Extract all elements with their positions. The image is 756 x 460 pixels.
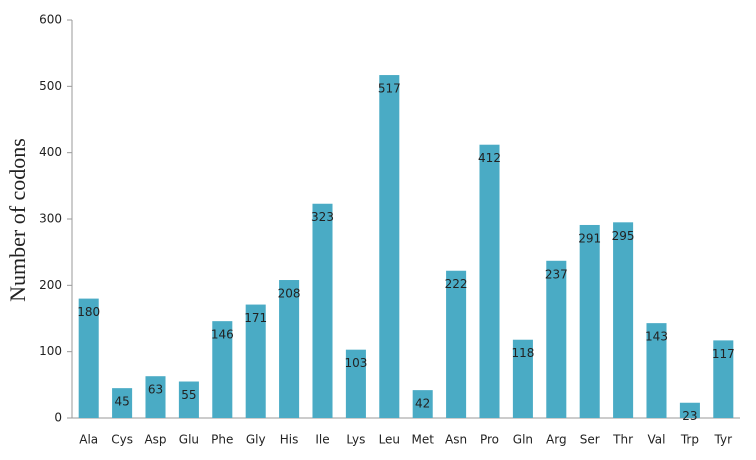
bar bbox=[145, 376, 166, 418]
bar bbox=[679, 402, 700, 418]
bar bbox=[178, 381, 199, 418]
data-label: 222 bbox=[445, 277, 468, 291]
data-label: 63 bbox=[148, 383, 163, 397]
data-label: 208 bbox=[278, 287, 301, 301]
bar bbox=[713, 340, 734, 418]
bar bbox=[112, 388, 133, 418]
data-label: 118 bbox=[511, 346, 534, 360]
x-tick-label: Asp bbox=[144, 433, 166, 447]
bar bbox=[379, 75, 400, 418]
bar bbox=[412, 390, 433, 418]
x-tick-label: Pro bbox=[480, 433, 499, 447]
data-label: 143 bbox=[645, 330, 668, 344]
bar bbox=[646, 323, 667, 418]
data-label: 517 bbox=[378, 82, 401, 96]
x-tick-label: Trp bbox=[680, 433, 699, 447]
bar bbox=[312, 203, 333, 418]
x-tick-label: Cys bbox=[111, 433, 133, 447]
data-label: 23 bbox=[682, 409, 697, 423]
y-tick-label: 400 bbox=[39, 145, 62, 159]
x-tick-label: Ile bbox=[315, 433, 329, 447]
y-tick-label: 0 bbox=[54, 411, 62, 425]
y-tick-label: 500 bbox=[39, 79, 62, 93]
data-label: 180 bbox=[77, 305, 100, 319]
x-tick-label: Lys bbox=[346, 433, 365, 447]
bar bbox=[446, 270, 467, 418]
x-tick-label: Met bbox=[411, 433, 434, 447]
bar bbox=[613, 222, 634, 418]
data-label: 237 bbox=[545, 267, 568, 281]
data-label: 42 bbox=[415, 397, 430, 411]
y-tick-label: 600 bbox=[39, 13, 62, 27]
data-label: 117 bbox=[712, 347, 735, 361]
y-tick-label: 200 bbox=[39, 278, 62, 292]
x-tick-label: Leu bbox=[379, 433, 400, 447]
bar bbox=[212, 321, 233, 418]
x-tick-label: His bbox=[280, 433, 299, 447]
bar bbox=[245, 304, 266, 418]
data-label: 45 bbox=[114, 395, 129, 409]
bar bbox=[479, 144, 500, 418]
data-label: 146 bbox=[211, 328, 234, 342]
y-tick-label: 100 bbox=[39, 344, 62, 358]
x-tick-label: Gly bbox=[246, 433, 266, 447]
data-label: 323 bbox=[311, 210, 334, 224]
x-tick-label: Phe bbox=[211, 433, 233, 447]
x-tick-label: Thr bbox=[612, 433, 633, 447]
bar bbox=[78, 298, 99, 418]
x-tick-label: Gln bbox=[513, 433, 533, 447]
data-label: 291 bbox=[578, 231, 601, 245]
bar bbox=[546, 260, 567, 418]
x-tick-label: Ser bbox=[580, 433, 600, 447]
data-label: 103 bbox=[344, 356, 367, 370]
x-tick-label: Glu bbox=[179, 433, 199, 447]
x-tick-label: Asn bbox=[445, 433, 467, 447]
y-tick-label: 300 bbox=[39, 212, 62, 226]
bar bbox=[345, 349, 366, 418]
x-tick-label: Tyr bbox=[714, 433, 733, 447]
bar bbox=[579, 224, 600, 418]
x-tick-label: Ala bbox=[79, 433, 98, 447]
data-label: 171 bbox=[244, 311, 267, 325]
data-label: 295 bbox=[612, 229, 635, 243]
y-axis-label: Number of codons bbox=[5, 138, 30, 302]
x-tick-label: Val bbox=[648, 433, 666, 447]
bar bbox=[279, 280, 300, 418]
x-tick-label: Arg bbox=[546, 433, 567, 447]
data-label: 55 bbox=[181, 388, 196, 402]
bar bbox=[512, 339, 533, 418]
data-label: 412 bbox=[478, 151, 501, 165]
